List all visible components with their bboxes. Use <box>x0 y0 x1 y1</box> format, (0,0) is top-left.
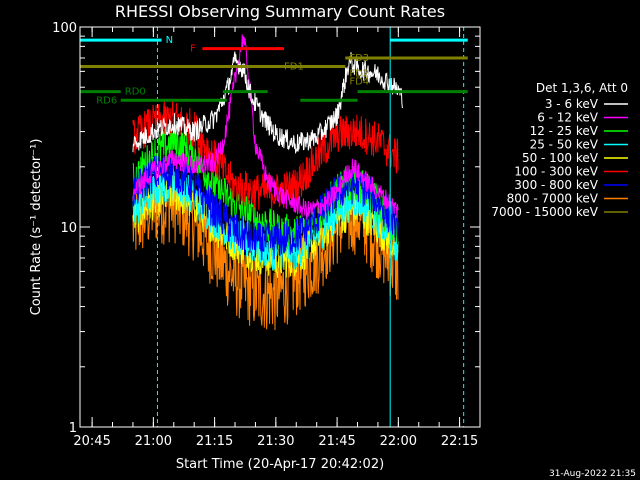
x-axis-label: Start Time (20-Apr-17 20:42:02) <box>176 457 384 472</box>
axis-layer: 20:45 21:00 21:15 21:30 21:45 22:00 22:15 1 10 10… <box>52 21 481 449</box>
series-line-100-300- <box>132 100 399 211</box>
legend-entry-label: 7000 - 15000 keV <box>491 205 598 219</box>
generation-timestamp: 31-Aug-2022 21:35 <box>549 469 636 479</box>
chart-title: RHESSI Observing Summary Count Rates <box>115 2 445 21</box>
x-tick-label: 21:30 <box>257 434 294 449</box>
legend-entry-label: 6 - 12 keV <box>537 111 599 125</box>
x-tick-label: 21:45 <box>318 434 355 449</box>
legend-entry-label: 50 - 100 keV <box>522 151 599 165</box>
legend-entry-label: 12 - 25 keV <box>530 124 599 138</box>
flag-label-rd0: RD0 <box>125 87 146 98</box>
x-tick-label: 22:15 <box>441 434 478 449</box>
flag-label-fd4: FD4 <box>349 76 369 87</box>
flag-label-n: N <box>166 35 173 46</box>
x-tick-label: 22:00 <box>380 434 417 449</box>
flag-label-rd6: RD6 <box>96 95 117 106</box>
x-tick-label: 20:45 <box>73 434 110 449</box>
x-tick-label: 21:15 <box>196 434 233 449</box>
flag-label-fd2: FD2 <box>349 69 369 80</box>
legend-title: Det 1,3,6, Att 0 <box>536 81 628 95</box>
flag-label-fd1: FD1 <box>284 61 304 72</box>
legend-entry-label: 800 - 7000 keV <box>507 192 599 206</box>
series-line-300-800- <box>132 154 399 261</box>
x-tick-label: 21:00 <box>135 434 172 449</box>
flag-label-fd3: FD3 <box>349 53 369 64</box>
flag-label-f: F <box>190 44 196 55</box>
legend-entry-label: 300 - 800 keV <box>514 178 598 192</box>
legend-entry-label: 100 - 300 keV <box>514 165 598 179</box>
data-layer <box>132 34 403 331</box>
legend-entry-label: 3 - 6 keV <box>545 97 599 111</box>
y-tick-label: 100 <box>52 21 77 36</box>
y-tick-label: 10 <box>60 221 77 236</box>
y-axis-label: Count Rate (s⁻¹ detector⁻¹) <box>29 139 44 316</box>
series-line-3-6- <box>132 51 403 155</box>
y-tick-label: 1 <box>69 421 77 436</box>
series-line-6-12- <box>132 34 399 221</box>
legend-entry-label: 25 - 50 keV <box>530 138 599 152</box>
